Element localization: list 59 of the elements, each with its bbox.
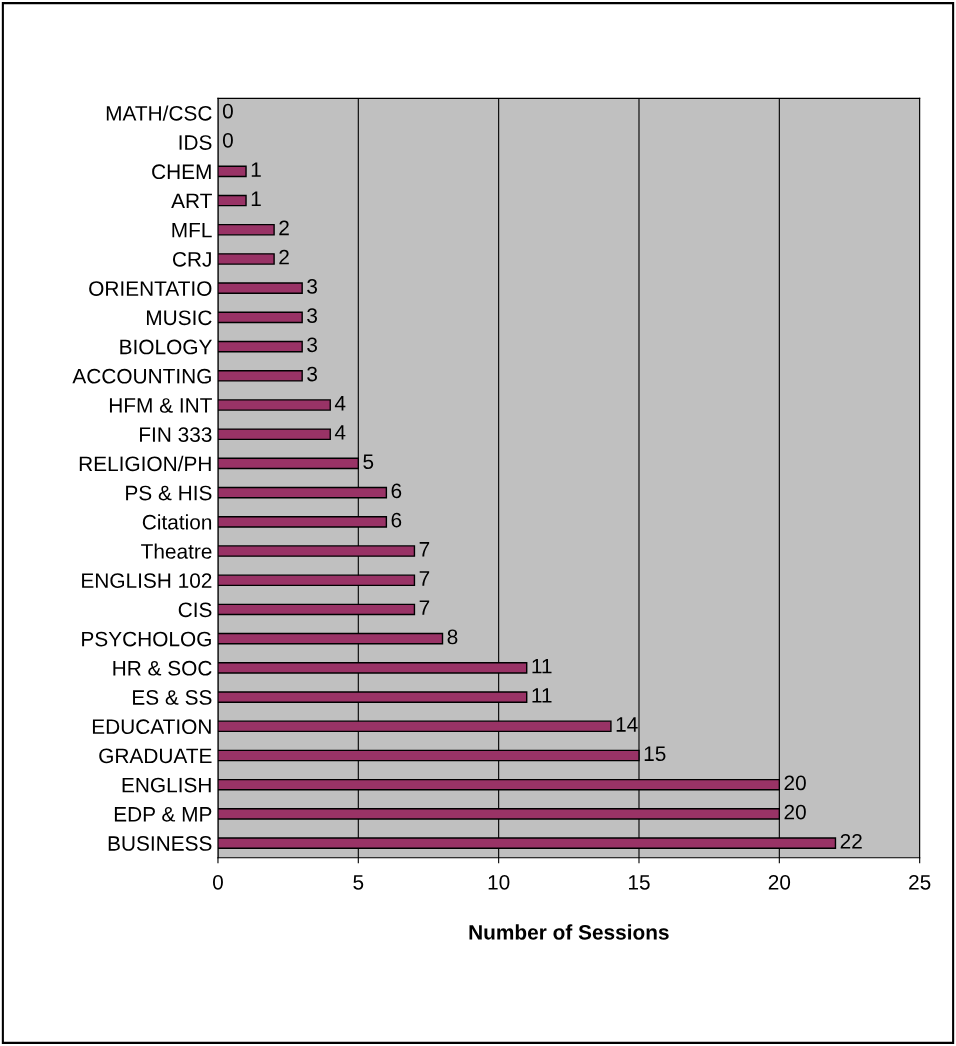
x-axis-title: Number of Sessions bbox=[469, 924, 669, 940]
y-tick-label: CHEM bbox=[152, 164, 211, 180]
y-tick-label: FIN 333 bbox=[140, 427, 212, 442]
y-tick-label: MATH/CSC bbox=[106, 105, 212, 121]
data-label: 3 bbox=[307, 337, 318, 353]
data-label: 4 bbox=[334, 396, 346, 411]
y-tick-label: PS & HIS bbox=[126, 485, 212, 501]
y-tick-label: MFL bbox=[172, 222, 212, 238]
data-label: 11 bbox=[532, 688, 552, 703]
x-tick-label: 10 bbox=[488, 874, 510, 890]
data-label: 2 bbox=[279, 220, 289, 236]
x-tick-label: 25 bbox=[909, 874, 931, 890]
y-tick-label: RELIGION/PH bbox=[79, 455, 211, 472]
y-tick-label: BIOLOGY bbox=[120, 339, 212, 355]
data-label: 1 bbox=[251, 162, 261, 177]
data-label: 3 bbox=[307, 279, 318, 294]
data-label: 1 bbox=[251, 191, 261, 206]
y-tick-label: ENGLISH bbox=[122, 777, 211, 793]
y-tick-label: Citation bbox=[142, 514, 212, 530]
x-tick-label: 20 bbox=[768, 874, 791, 890]
y-tick-label: HR & SOC bbox=[113, 660, 212, 676]
y-tick-label: BUSINESS bbox=[108, 836, 212, 851]
data-label: 0 bbox=[222, 103, 233, 119]
data-label: 3 bbox=[307, 308, 318, 323]
data-label: 14 bbox=[616, 717, 638, 732]
data-label: 4 bbox=[334, 425, 346, 440]
y-tick-label: PSYCHOLOG bbox=[82, 631, 211, 647]
y-tick-label: MUSIC bbox=[146, 310, 212, 326]
y-tick-label: IDS bbox=[179, 135, 212, 150]
y-tick-label: ENGLISH 102 bbox=[82, 573, 212, 588]
data-label: 6 bbox=[391, 483, 402, 499]
y-tick-label: CIS bbox=[178, 602, 212, 618]
data-label: 7 bbox=[419, 571, 430, 586]
data-label: 22 bbox=[840, 833, 862, 849]
x-tick-label: 0 bbox=[212, 874, 223, 890]
data-label: 11 bbox=[532, 658, 552, 674]
data-label: 3 bbox=[307, 366, 318, 382]
y-tick-label: Theatre bbox=[141, 543, 212, 559]
y-tick-label: ACCOUNTING bbox=[72, 368, 211, 384]
y-tick-label: ES & SS bbox=[133, 690, 212, 705]
data-label: 15 bbox=[644, 746, 666, 762]
y-tick-label: HFM & INT bbox=[109, 398, 212, 413]
y-tick-label: EDUCATION bbox=[92, 719, 211, 735]
data-label: 7 bbox=[419, 542, 430, 557]
data-label: 0 bbox=[222, 132, 233, 148]
data-label: 5 bbox=[363, 454, 374, 470]
data-label: 6 bbox=[391, 512, 402, 528]
y-tick-label: CRJ bbox=[172, 251, 211, 267]
data-label: 20 bbox=[784, 804, 806, 820]
data-label: 20 bbox=[784, 775, 806, 791]
y-tick-label: EDP & MP bbox=[114, 807, 212, 822]
x-tick-label: 5 bbox=[353, 875, 364, 890]
y-tick-label: GRADUATE bbox=[99, 748, 212, 764]
data-label: 2 bbox=[279, 249, 289, 265]
x-tick-label: 15 bbox=[628, 875, 650, 890]
data-label: 8 bbox=[447, 629, 458, 645]
y-tick-label: ORIENTATIO bbox=[89, 281, 212, 296]
y-tick-label: ART bbox=[171, 193, 212, 209]
data-label: 7 bbox=[419, 600, 430, 615]
